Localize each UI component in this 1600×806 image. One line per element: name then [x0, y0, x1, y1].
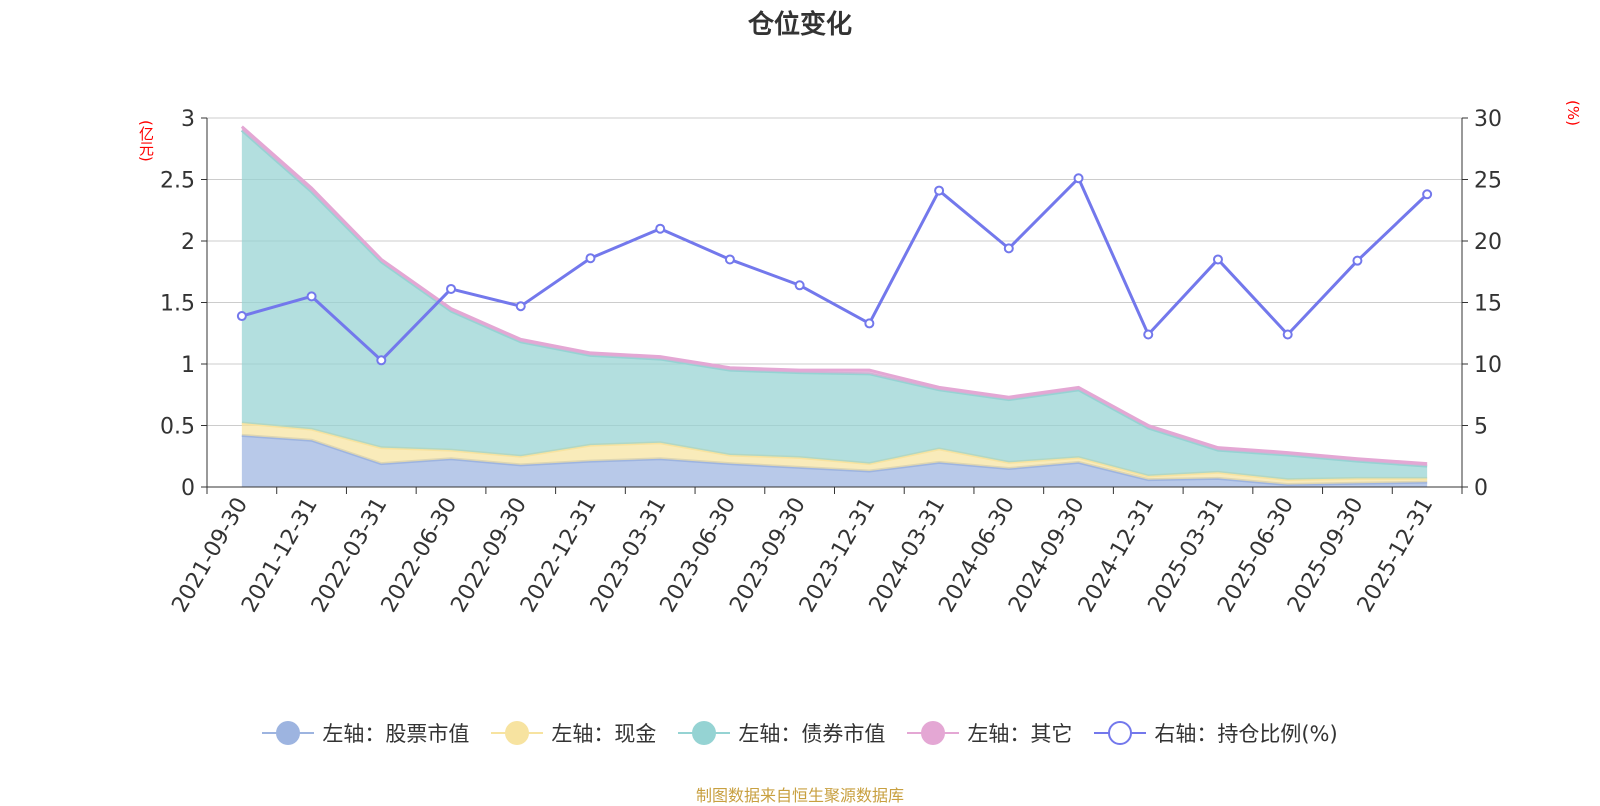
right-axis-tick-label: 10 — [1474, 353, 1502, 378]
left-axis-unit: (亿元) — [137, 120, 155, 162]
area-series-2 — [241, 130, 1428, 480]
left-axis-tick-label: 2 — [181, 230, 195, 255]
position-ratio-point — [1073, 173, 1084, 184]
legend-other-icon — [907, 721, 960, 745]
left-axis-tick-label: 0 — [181, 476, 195, 501]
legend-icon-dot — [505, 721, 530, 745]
right-axis-tick-label: 25 — [1474, 169, 1502, 194]
position-ratio-point — [934, 185, 945, 196]
legend-bond-label: 左轴：债券市值 — [738, 722, 886, 746]
x-axis-tick-label: 2025-12-31 — [1353, 494, 1439, 617]
right-axis-unit: (%) — [1564, 100, 1582, 126]
position-ratio-point — [236, 311, 247, 322]
right-axis-tick-label: 30 — [1474, 107, 1502, 132]
legend: 左轴：股票市值 左轴：现金 左轴：债券市值 左轴：其它 右轴：持仓比例(%) — [0, 718, 1600, 748]
right-axis-tick-label: 5 — [1474, 415, 1488, 440]
legend-stock-icon — [262, 721, 315, 745]
legend-item-bond[interactable]: 左轴：债券市值 — [678, 718, 885, 748]
position-ratio-point — [864, 318, 875, 329]
legend-position-ratio-icon — [1094, 721, 1147, 745]
position-ratio-point — [1212, 254, 1223, 265]
position-ratio-point — [446, 283, 457, 294]
right-axis-tick-label: 20 — [1474, 230, 1502, 255]
left-axis-tick-label: 1 — [181, 353, 195, 378]
legend-cash-label: 左轴：现金 — [551, 722, 657, 746]
right-axis-tick-label: 15 — [1474, 292, 1502, 317]
legend-icon-dot — [1108, 721, 1133, 745]
legend-item-position-ratio[interactable]: 右轴：持仓比例(%) — [1094, 718, 1338, 748]
left-axis-tick-label: 0.5 — [160, 415, 195, 440]
left-axis-tick-label: 1.5 — [160, 292, 195, 317]
position-ratio-point — [306, 291, 317, 302]
legend-bond-icon — [678, 721, 731, 745]
legend-cash-icon — [491, 721, 544, 745]
legend-stock-label: 左轴：股票市值 — [322, 722, 470, 746]
legend-item-other[interactable]: 左轴：其它 — [907, 718, 1072, 748]
legend-icon-dot — [692, 721, 717, 745]
position-ratio-point — [1422, 189, 1433, 200]
position-ratio-point — [515, 301, 526, 312]
position-ratio-point — [1143, 329, 1154, 340]
position-ratio-point — [585, 253, 596, 264]
position-ratio-point — [376, 355, 387, 366]
right-axis-tick-label: 0 — [1474, 476, 1488, 501]
left-axis-tick-label: 3 — [181, 107, 195, 132]
position-ratio-point — [794, 280, 805, 291]
chart-title: 仓位变化 — [747, 10, 852, 40]
position-ratio-point — [724, 254, 735, 265]
position-ratio-point — [1352, 255, 1363, 266]
legend-item-cash[interactable]: 左轴：现金 — [491, 718, 656, 748]
legend-position-ratio-label: 右轴：持仓比例(%) — [1154, 722, 1338, 746]
area-series-0 — [241, 435, 1428, 487]
position-ratio-point — [1003, 243, 1014, 254]
legend-icon-dot — [276, 721, 301, 745]
legend-item-stock[interactable]: 左轴：股票市值 — [262, 718, 469, 748]
position-ratio-point — [1282, 329, 1293, 340]
left-axis-tick-label: 2.5 — [160, 169, 195, 194]
legend-other-label: 左轴：其它 — [967, 722, 1073, 746]
data-source-note: 制图数据来自恒生聚源数据库 — [695, 786, 904, 805]
legend-icon-dot — [921, 721, 946, 745]
position-ratio-line — [241, 176, 1429, 362]
position-ratio-point — [655, 223, 666, 234]
